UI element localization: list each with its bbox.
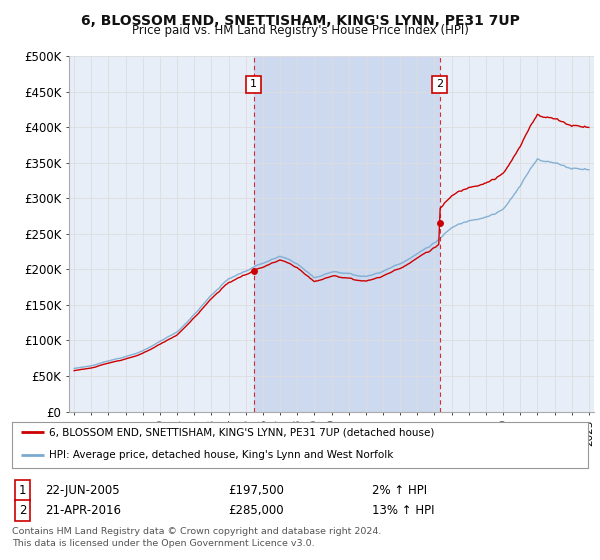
Point [249,266,259,275]
Text: HPI: Average price, detached house, King's Lynn and West Norfolk: HPI: Average price, detached house, King… [49,450,394,460]
Text: 1: 1 [19,484,26,497]
Text: 6, BLOSSOM END, SNETTISHAM, KING'S LYNN, PE31 7UP: 6, BLOSSOM END, SNETTISHAM, KING'S LYNN,… [80,14,520,28]
Text: 1: 1 [250,80,257,90]
Text: 21-APR-2016: 21-APR-2016 [45,504,121,517]
Text: Contains HM Land Registry data © Crown copyright and database right 2024.: Contains HM Land Registry data © Crown c… [12,528,382,536]
Text: 2: 2 [19,504,26,517]
Text: 2: 2 [436,80,443,90]
Text: £197,500: £197,500 [228,484,284,497]
Bar [254,56,440,412]
Text: £285,000: £285,000 [228,504,284,517]
Text: 2% ↑ HPI: 2% ↑ HPI [372,484,427,497]
Text: 13% ↑ HPI: 13% ↑ HPI [372,504,434,517]
Text: Price paid vs. HM Land Registry's House Price Index (HPI): Price paid vs. HM Land Registry's House … [131,24,469,37]
Text: 6, BLOSSOM END, SNETTISHAM, KING'S LYNN, PE31 7UP (detached house): 6, BLOSSOM END, SNETTISHAM, KING'S LYNN,… [49,427,435,437]
Text: 22-JUN-2005: 22-JUN-2005 [45,484,119,497]
Text: This data is licensed under the Open Government Licence v3.0.: This data is licensed under the Open Gov… [12,539,314,548]
Point [435,218,445,227]
